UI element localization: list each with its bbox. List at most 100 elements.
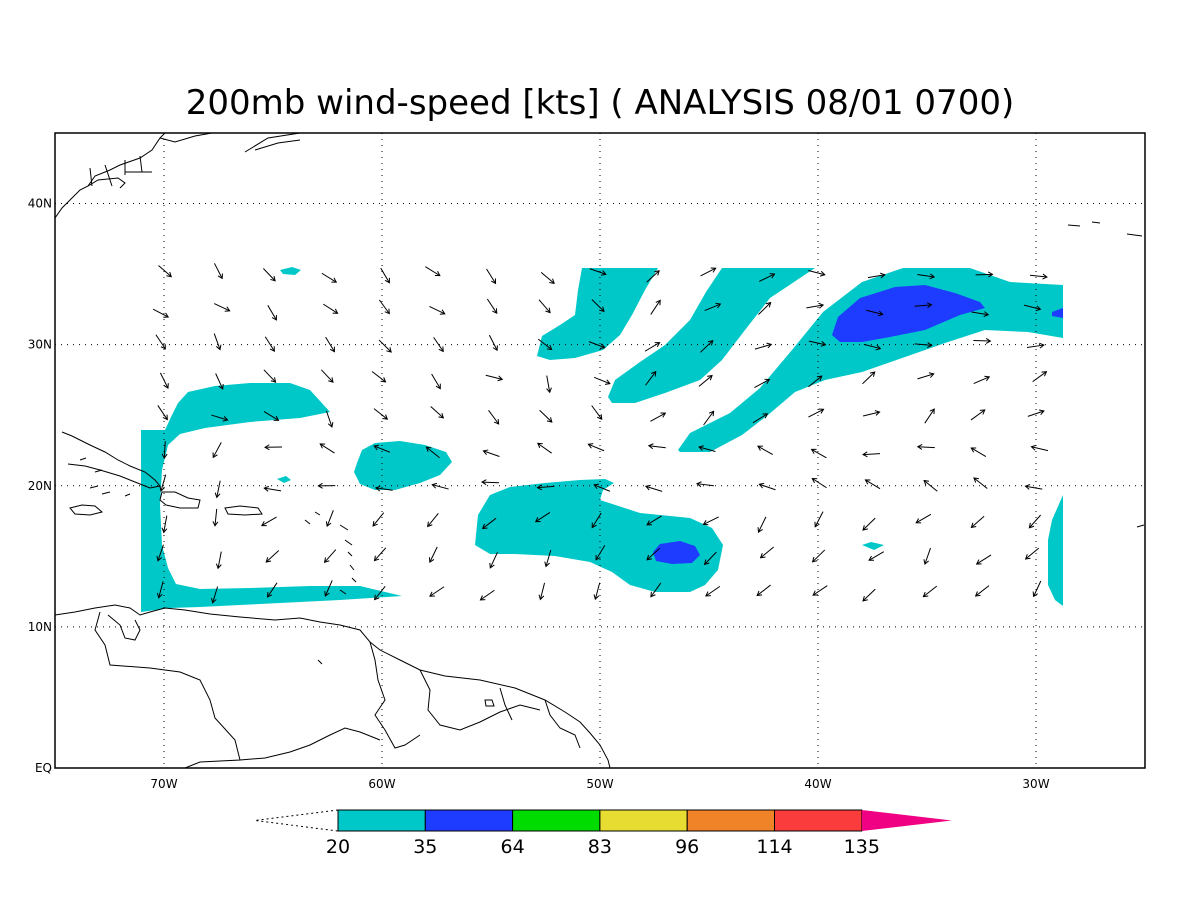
wind-arrow bbox=[922, 585, 938, 598]
wind-speed-shading bbox=[141, 267, 1063, 612]
wind-arrow bbox=[481, 517, 497, 530]
colorbar-level-label: 135 bbox=[844, 836, 880, 858]
wind-arrow bbox=[215, 373, 224, 390]
colorbar-over-triangle bbox=[861, 810, 952, 831]
wind-arrow bbox=[806, 302, 825, 309]
wind-arrow bbox=[862, 517, 876, 531]
x-tick-label: 50W bbox=[586, 777, 613, 791]
wind-arrow bbox=[862, 410, 881, 417]
wind-arrow bbox=[703, 410, 715, 426]
wind-arrow bbox=[373, 586, 386, 601]
x-axis-labels: 70W 60W 50W 40W 30W bbox=[150, 777, 1049, 791]
wind-arrow bbox=[156, 581, 164, 599]
colorbar-bin bbox=[512, 809, 601, 832]
wind-arrow bbox=[811, 477, 827, 489]
wind-arrow bbox=[214, 303, 231, 312]
wind-arrow bbox=[260, 516, 277, 527]
wind-vectors bbox=[152, 263, 1049, 604]
coast-lake-maracaibo bbox=[107, 614, 141, 641]
colorbar-bin bbox=[686, 809, 776, 832]
wind-arrow bbox=[485, 374, 504, 382]
wind-arrow bbox=[488, 334, 498, 352]
wind-arrow bbox=[267, 305, 277, 321]
coast-trinidad-islets bbox=[317, 659, 495, 707]
wind-arrow bbox=[430, 406, 445, 419]
wind-arrow bbox=[970, 409, 986, 421]
wind-arrow bbox=[373, 444, 391, 453]
shade-north-b-20 bbox=[608, 268, 815, 403]
wind-arrow bbox=[373, 547, 387, 562]
wind-arrow bbox=[973, 337, 992, 344]
coast-us-northeast bbox=[55, 133, 166, 219]
border-brazil bbox=[239, 727, 381, 761]
coast-hispaniola bbox=[159, 491, 201, 509]
colorbar-bin bbox=[337, 809, 426, 832]
x-tick-label: 60W bbox=[368, 777, 395, 791]
y-tick-label: 10N bbox=[28, 620, 52, 634]
wind-arrow bbox=[263, 369, 277, 383]
map-background bbox=[55, 133, 1145, 768]
wind-arrow bbox=[1030, 444, 1049, 452]
wind-arrow bbox=[158, 265, 173, 278]
wind-arrow bbox=[155, 334, 166, 350]
wind-arrow bbox=[321, 272, 338, 283]
wind-arrow bbox=[374, 485, 393, 492]
y-tick-label: 30N bbox=[28, 338, 52, 352]
map-frame bbox=[54, 132, 1146, 769]
coast-puerto-rico bbox=[224, 505, 263, 516]
wind-arrow bbox=[486, 298, 498, 315]
wind-arrow bbox=[698, 374, 713, 387]
wind-arrow bbox=[324, 580, 333, 597]
wind-arrow bbox=[862, 451, 881, 458]
wind-arrow bbox=[700, 267, 717, 277]
coast-south-america bbox=[55, 604, 611, 768]
wind-arrow bbox=[215, 551, 222, 570]
wind-arrow bbox=[157, 405, 168, 421]
wind-arrow bbox=[758, 301, 772, 315]
wind-arrow bbox=[591, 512, 602, 529]
wind-arrow bbox=[702, 516, 719, 526]
coastlines bbox=[55, 133, 1145, 768]
wind-arrow bbox=[862, 588, 876, 602]
coast-jamaica bbox=[69, 504, 104, 516]
wind-arrow bbox=[756, 584, 771, 597]
wind-arrow bbox=[372, 512, 385, 527]
wind-arrow bbox=[650, 412, 667, 422]
wind-arrow bbox=[808, 340, 827, 347]
wind-arrow bbox=[1027, 409, 1045, 417]
colorbar-level-label: 20 bbox=[326, 836, 350, 858]
wind-arrow bbox=[433, 337, 444, 353]
coast-lesser-antilles bbox=[304, 511, 357, 595]
wind-arrow bbox=[917, 273, 936, 280]
shade-caribbean-20 bbox=[141, 383, 402, 612]
wind-arrow bbox=[814, 511, 824, 528]
wind-arrow bbox=[323, 303, 339, 314]
coast-cape-cod bbox=[87, 177, 126, 189]
wind-arrow bbox=[914, 342, 933, 348]
wind-arrow bbox=[488, 410, 500, 425]
colorbar-bin bbox=[774, 809, 863, 832]
wind-arrow bbox=[325, 510, 334, 528]
wind-arrow bbox=[591, 299, 605, 313]
wind-arrow bbox=[971, 311, 990, 317]
wind-arrow bbox=[752, 413, 769, 424]
wind-arrow bbox=[325, 410, 334, 428]
wind-arrow bbox=[212, 508, 219, 527]
wind-arrow bbox=[429, 306, 446, 315]
wind-arrow bbox=[371, 371, 387, 383]
wind-arrow bbox=[704, 302, 722, 312]
wind-arrow bbox=[1028, 514, 1042, 529]
shade-small-east bbox=[862, 542, 884, 550]
wind-arrow bbox=[380, 267, 390, 284]
wind-arrow bbox=[587, 443, 605, 452]
wind-arrow bbox=[320, 369, 334, 383]
wind-arrow bbox=[914, 302, 933, 309]
colorbar-level-label: 114 bbox=[756, 836, 792, 858]
colorbar-bin bbox=[424, 809, 514, 832]
wind-arrow bbox=[754, 378, 771, 389]
wind-arrow bbox=[1024, 484, 1043, 490]
wind-arrow bbox=[1032, 371, 1048, 383]
wind-arrow bbox=[867, 272, 886, 279]
x-tick-label: 70W bbox=[150, 777, 177, 791]
wind-arrow bbox=[646, 515, 662, 526]
